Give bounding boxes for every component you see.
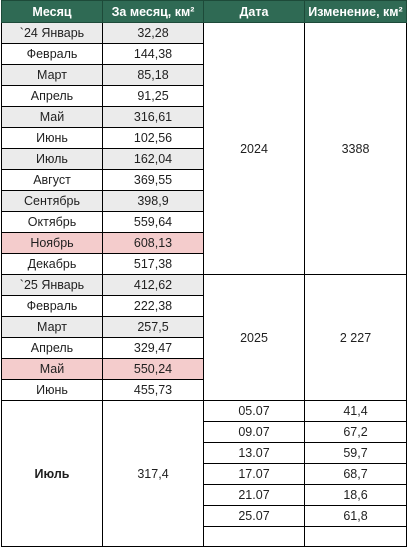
table-row: Март 257,5 xyxy=(1,316,407,338)
header-change: Изменение, км² xyxy=(304,0,407,23)
table-row: Май 316,61 xyxy=(1,106,407,128)
value-cell: 102,56 xyxy=(102,127,204,149)
year-2024-date-cell: 2024 xyxy=(203,22,305,275)
july-date-cell: 09.07 xyxy=(203,421,305,443)
table-row: Март 85,18 xyxy=(1,64,407,86)
value-cell: 608,13 xyxy=(102,232,204,254)
month-cell: Март xyxy=(1,316,103,338)
month-cell: Июнь xyxy=(1,127,103,149)
table-row: `25 Январь 412,62 2025 2 227 xyxy=(1,274,407,401)
july-change-cell: 59,7 xyxy=(304,442,407,464)
value-cell: 559,64 xyxy=(102,211,204,233)
table-row: `24 Январь 32,28 2024 3388 xyxy=(1,22,407,275)
july-month-cell: Июль xyxy=(1,400,103,547)
header-row: Месяц За месяц, км² Дата Изменение, км² xyxy=(1,0,407,23)
value-cell: 222,38 xyxy=(102,295,204,317)
value-cell: 316,61 xyxy=(102,106,204,128)
value-cell: 144,38 xyxy=(102,43,204,65)
table-row: 21.07 18,6 xyxy=(2,484,407,506)
month-cell: Июнь xyxy=(1,379,103,401)
month-cell: Декабрь xyxy=(1,253,103,275)
month-cell: Май xyxy=(1,106,103,128)
value-cell: 550,24 xyxy=(102,358,204,380)
value-cell: 85,18 xyxy=(102,64,204,86)
month-cell: Апрель xyxy=(1,337,103,359)
header-monthly-value: За месяц, км² xyxy=(102,0,204,23)
table-row: Июнь 455,73 xyxy=(1,379,407,401)
table-row: Июль 317,4 05.07 41,4 xyxy=(1,400,407,547)
table-row: Июль 162,04 xyxy=(1,148,407,170)
july-change-cell: 61,8 xyxy=(304,505,407,527)
july-date-cell: 05.07 xyxy=(203,400,305,422)
month-cell: Февраль xyxy=(1,295,103,317)
table-row-empty xyxy=(2,526,407,547)
table-row: Август 369,55 xyxy=(1,169,407,191)
empty-cell xyxy=(304,526,407,547)
value-cell: 32,28 xyxy=(102,22,204,44)
value-cell: 257,5 xyxy=(102,316,204,338)
month-cell: `24 Январь xyxy=(1,22,103,44)
july-date-cell: 17.07 xyxy=(203,463,305,485)
july-date-cell: 13.07 xyxy=(203,442,305,464)
year-2025-change-cell: 2 227 xyxy=(304,274,407,401)
month-cell: Март xyxy=(1,64,103,86)
month-cell: Сентябрь xyxy=(1,190,103,212)
month-cell: Апрель xyxy=(1,85,103,107)
value-cell: 369,55 xyxy=(102,169,204,191)
value-cell: 455,73 xyxy=(102,379,204,401)
month-cell: Октябрь xyxy=(1,211,103,233)
table-row: Февраль 222,38 xyxy=(1,295,407,317)
header-date: Дата xyxy=(203,0,305,23)
july-date-cell: 21.07 xyxy=(203,484,305,506)
value-cell: 517,38 xyxy=(102,253,204,275)
value-cell: 329,47 xyxy=(102,337,204,359)
value-cell: 412,62 xyxy=(102,274,204,296)
month-cell: `25 Январь xyxy=(1,274,103,296)
month-cell: Ноябрь xyxy=(1,232,103,254)
year-2024-change-cell: 3388 xyxy=(304,22,407,275)
header-month: Месяц xyxy=(1,0,103,23)
month-cell: Август xyxy=(1,169,103,191)
empty-cell xyxy=(203,526,305,547)
july-change-cell: 41,4 xyxy=(304,400,407,422)
july-date-cell: 25.07 xyxy=(203,505,305,527)
table-row-highlighted: Май 550,24 xyxy=(1,358,407,380)
month-cell: Февраль xyxy=(1,43,103,65)
table-row-highlighted: Ноябрь 608,13 xyxy=(1,232,407,254)
month-cell: Май xyxy=(1,358,103,380)
july-change-cell: 68,7 xyxy=(304,463,407,485)
month-cell: Июль xyxy=(1,148,103,170)
year-2025-date-cell: 2025 xyxy=(203,274,305,401)
value-cell: 91,25 xyxy=(102,85,204,107)
table-row: 09.07 67,2 xyxy=(2,421,407,443)
july-change-cell: 67,2 xyxy=(304,421,407,443)
value-cell: 398,9 xyxy=(102,190,204,212)
value-cell: 162,04 xyxy=(102,148,204,170)
july-value-cell: 317,4 xyxy=(102,400,204,547)
july-change-cell: 18,6 xyxy=(304,484,407,506)
